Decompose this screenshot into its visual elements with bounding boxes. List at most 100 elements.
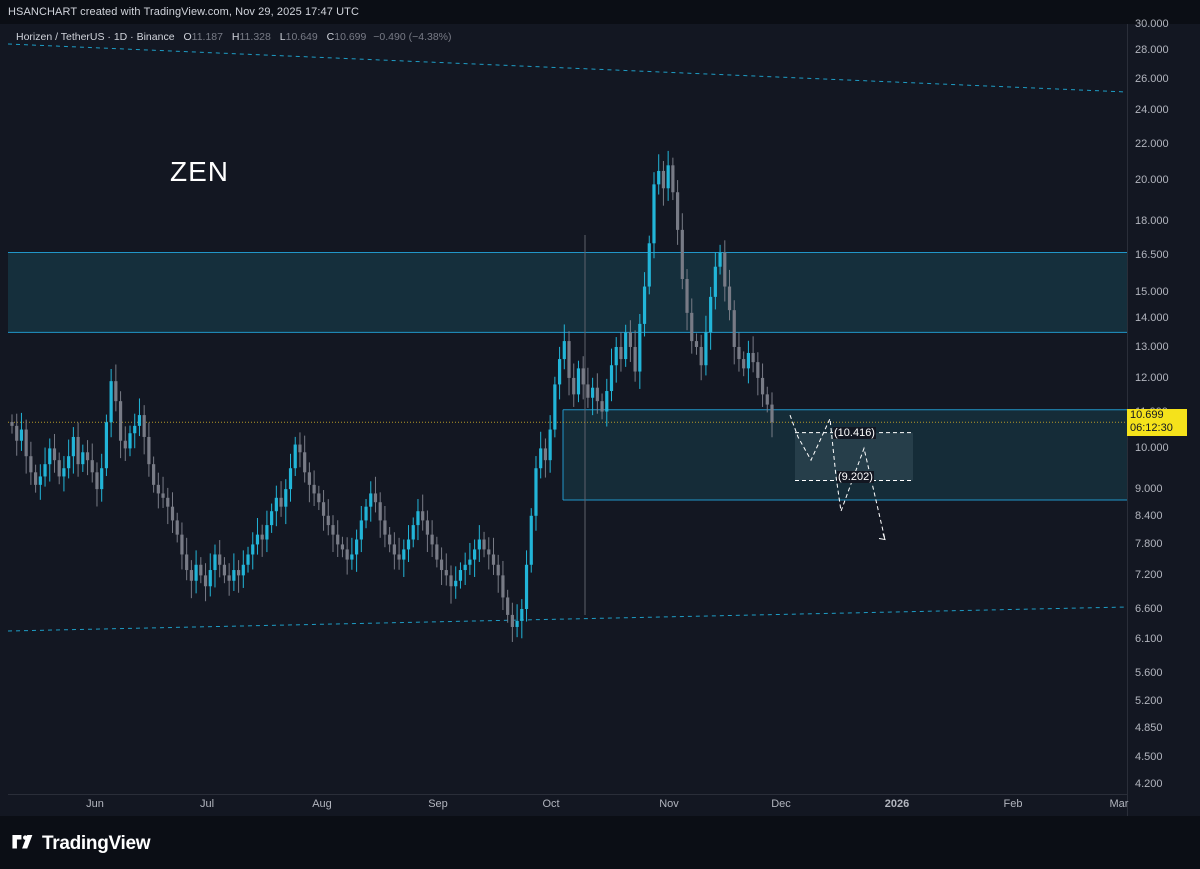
ticker-annotation[interactable]: ZEN (170, 156, 229, 187)
candle[interactable] (331, 515, 335, 553)
candle[interactable] (742, 351, 746, 377)
candle[interactable] (274, 485, 278, 527)
candle[interactable] (373, 476, 378, 513)
candle[interactable] (421, 494, 425, 531)
candle[interactable] (477, 525, 481, 562)
candle[interactable] (449, 565, 453, 604)
candle[interactable] (586, 367, 590, 408)
candle[interactable] (416, 499, 420, 541)
candle[interactable] (675, 180, 680, 245)
candle[interactable] (694, 333, 699, 355)
candle[interactable] (553, 376, 557, 438)
candle[interactable] (114, 364, 118, 412)
candle[interactable] (199, 557, 203, 584)
candle[interactable] (557, 346, 562, 400)
candle[interactable] (444, 553, 448, 586)
candle[interactable] (321, 490, 326, 531)
candle[interactable] (48, 438, 52, 482)
candle[interactable] (383, 505, 387, 548)
candle[interactable] (652, 172, 656, 259)
candle[interactable] (680, 213, 684, 290)
candle[interactable] (765, 386, 769, 413)
candle[interactable] (591, 377, 595, 416)
candle[interactable] (227, 563, 231, 596)
candle[interactable] (491, 537, 496, 575)
candle[interactable] (236, 560, 241, 593)
candle[interactable] (628, 320, 632, 362)
candle[interactable] (156, 472, 160, 509)
candle[interactable] (732, 300, 736, 365)
candle[interactable] (312, 470, 316, 507)
candle[interactable] (24, 419, 28, 474)
candle[interactable] (81, 444, 85, 472)
candle[interactable] (345, 537, 349, 575)
candle[interactable] (180, 522, 184, 570)
candle[interactable] (425, 510, 430, 553)
candle[interactable] (727, 269, 732, 321)
candle[interactable] (751, 336, 755, 373)
candle[interactable] (293, 436, 297, 477)
candle[interactable] (506, 589, 510, 623)
candle[interactable] (270, 503, 274, 533)
candle[interactable] (402, 539, 406, 577)
candle[interactable] (595, 373, 599, 414)
candle[interactable] (57, 452, 61, 485)
candle[interactable] (562, 324, 566, 370)
candle[interactable] (128, 425, 132, 457)
candle[interactable] (581, 356, 585, 400)
candle[interactable] (194, 550, 198, 594)
candle[interactable] (482, 531, 486, 558)
candle[interactable] (185, 537, 189, 581)
candle[interactable] (690, 298, 694, 354)
candle[interactable] (548, 415, 552, 473)
candle[interactable] (71, 427, 75, 474)
candle[interactable] (430, 520, 434, 558)
candle[interactable] (709, 286, 713, 350)
candle[interactable] (600, 393, 604, 420)
symbol-name[interactable]: Horizen / TetherUS · 1D · Binance (16, 31, 175, 43)
candle[interactable] (90, 443, 94, 483)
candle[interactable] (208, 553, 212, 597)
candle[interactable] (529, 508, 533, 573)
candle[interactable] (161, 476, 165, 508)
candle[interactable] (307, 462, 311, 503)
candle[interactable] (661, 161, 666, 206)
candle[interactable] (251, 532, 255, 570)
candle[interactable] (411, 517, 415, 548)
candle[interactable] (142, 405, 146, 455)
candle[interactable] (34, 464, 38, 493)
candle[interactable] (713, 252, 717, 310)
candle[interactable] (439, 547, 444, 586)
candle[interactable] (638, 313, 642, 389)
candle[interactable] (43, 447, 47, 487)
candle[interactable] (515, 604, 519, 638)
candle[interactable] (657, 154, 661, 195)
candle[interactable] (642, 272, 647, 337)
candle[interactable] (406, 525, 411, 562)
candle[interactable] (746, 340, 750, 384)
candle[interactable] (303, 435, 307, 483)
candle[interactable] (723, 240, 727, 302)
candle[interactable] (298, 432, 302, 468)
candle[interactable] (189, 560, 193, 599)
candle[interactable] (567, 331, 571, 396)
candle[interactable] (520, 599, 524, 639)
candle[interactable] (175, 512, 179, 543)
candle[interactable] (166, 487, 170, 525)
candle[interactable] (534, 456, 538, 531)
candle[interactable] (435, 536, 439, 568)
candle[interactable] (699, 334, 703, 381)
candle[interactable] (29, 441, 33, 485)
candle[interactable] (52, 433, 57, 473)
candle[interactable] (213, 544, 217, 588)
candle[interactable] (109, 368, 113, 438)
candle[interactable] (222, 557, 227, 584)
candle[interactable] (619, 332, 623, 372)
candle[interactable] (756, 352, 760, 396)
candle[interactable] (685, 269, 689, 331)
candle[interactable] (605, 378, 609, 427)
candle[interactable] (473, 539, 477, 577)
candle[interactable] (232, 553, 236, 591)
candle[interactable] (317, 485, 321, 511)
candle[interactable] (67, 439, 71, 479)
